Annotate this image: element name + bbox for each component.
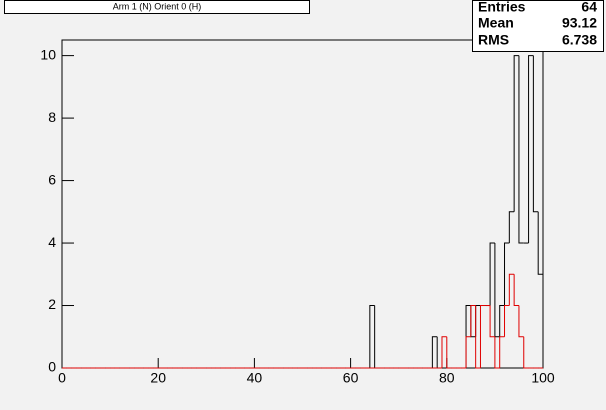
- histogram-bin: [499, 305, 505, 337]
- stats-label: RMS: [478, 32, 509, 48]
- histogram-bin: [528, 55, 534, 244]
- x-tick-label: 20: [150, 370, 166, 386]
- histogram-bin: [441, 336, 447, 368]
- stats-label: Entries: [478, 0, 526, 15]
- y-tick-label: 6: [48, 171, 56, 187]
- histogram-bin: [499, 336, 505, 368]
- chart-title: Arm 1 (N) Orient 0 (H): [113, 1, 202, 11]
- histogram-bin: [369, 305, 375, 368]
- histogram-bin: [523, 336, 529, 369]
- x-tick-label: 100: [531, 370, 555, 386]
- histogram-bin: [475, 305, 481, 369]
- y-tick-label: 4: [48, 234, 56, 250]
- histogram-bin: [504, 305, 510, 337]
- x-tick-label: 0: [58, 370, 66, 386]
- histogram-bin: [489, 242, 495, 306]
- x-tick-label: 60: [343, 370, 359, 386]
- histogram-bin: [470, 305, 476, 337]
- histogram-bin: [532, 55, 539, 213]
- x-tick-label: 40: [247, 370, 263, 386]
- histogram-bin: [479, 305, 486, 368]
- histogram-bin: [465, 336, 471, 368]
- histogram-bin: [513, 55, 519, 212]
- y-tick-label: 0: [48, 359, 56, 375]
- stats-box: [472, 0, 604, 52]
- histogram-bin: [494, 336, 500, 369]
- stats-value: 93.12: [562, 15, 597, 31]
- histogram-bin: [518, 305, 524, 338]
- histogram-bin: [508, 211, 515, 244]
- histogram-bin: [504, 242, 510, 306]
- histogram-bin: [513, 274, 519, 307]
- histogram-bin: [431, 336, 438, 368]
- y-tick-label: 2: [48, 296, 56, 312]
- stats-label: Mean: [478, 15, 514, 31]
- y-tick-label: 8: [48, 109, 56, 125]
- histogram-bin: [446, 336, 452, 369]
- x-tick-label: 80: [439, 370, 455, 386]
- y-tick-label: 10: [40, 46, 56, 62]
- title-box: [4, 0, 310, 14]
- stats-value: 6.738: [562, 32, 597, 48]
- plot-frame: [61, 39, 544, 369]
- stats-value: 64: [581, 0, 597, 15]
- histogram-bin: [518, 55, 524, 244]
- histogram-bin: [537, 211, 544, 368]
- histogram-bin: [508, 273, 515, 306]
- histogram-bin: [489, 305, 495, 338]
